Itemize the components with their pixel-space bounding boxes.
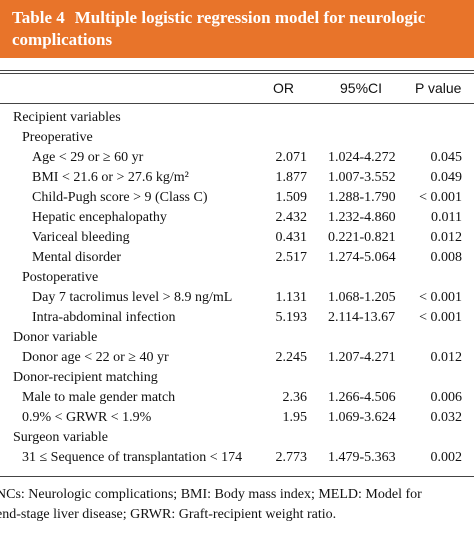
- p-value: 0.006: [430, 390, 463, 405]
- title-band: Table 4 Multiple logistic regression mode…: [0, 0, 474, 58]
- footnote-line: end-stage liver disease; GRWR: Graft-rec…: [0, 507, 337, 522]
- odds-ratio: 2.071: [275, 150, 308, 165]
- subsection-title: Postoperative: [22, 270, 99, 285]
- row-label: Variceal bleeding: [32, 230, 130, 245]
- row-label: Mental disorder: [32, 250, 122, 265]
- confidence-interval: 1.479-5.363: [328, 450, 396, 465]
- p-value: < 0.001: [419, 190, 462, 205]
- row-label: Age < 29 or ≥ 60 yr: [32, 150, 144, 165]
- header-rule: [0, 103, 474, 104]
- p-value: < 0.001: [419, 290, 462, 305]
- table-label: Table 4: [12, 8, 65, 27]
- odds-ratio: 1.95: [282, 410, 308, 425]
- p-value: 0.045: [430, 150, 463, 165]
- section-title: Donor variable: [13, 330, 98, 345]
- confidence-interval: 1.069-3.624: [328, 410, 396, 425]
- footnote-line: NCs: Neurologic complications; BMI: Body…: [0, 487, 422, 502]
- section-title: Donor-recipient matching: [13, 370, 158, 385]
- confidence-interval: 1.007-3.552: [328, 170, 396, 185]
- row-label: 0.9% < GRWR < 1.9%: [22, 410, 152, 425]
- row-label: Hepatic encephalopathy: [32, 210, 167, 225]
- p-value: 0.012: [430, 230, 463, 245]
- top-rule: [0, 73, 474, 74]
- section-title: Surgeon variable: [13, 430, 108, 445]
- odds-ratio: 2.773: [275, 450, 308, 465]
- p-value: 0.032: [430, 410, 463, 425]
- confidence-interval: 1.024-4.272: [328, 150, 396, 165]
- row-label: BMI < 21.6 or > 27.6 kg/m²: [32, 170, 189, 185]
- odds-ratio: 2.36: [282, 390, 308, 405]
- confidence-interval: 1.274-5.064: [328, 250, 396, 265]
- odds-ratio: 2.517: [275, 250, 308, 265]
- p-value: 0.008: [430, 250, 463, 265]
- p-value: 0.049: [430, 170, 463, 185]
- odds-ratio: 2.245: [275, 350, 308, 365]
- odds-ratio: 0.431: [275, 230, 308, 245]
- column-header: OR: [273, 80, 294, 96]
- column-header: P value: [415, 80, 462, 96]
- confidence-interval: 0.221-0.821: [328, 230, 396, 245]
- confidence-interval: 1.207-4.271: [328, 350, 396, 365]
- table-title-text: Multiple logistic regression model for n…: [12, 8, 426, 49]
- p-value: 0.011: [431, 210, 462, 225]
- row-label: Donor age < 22 or ≥ 40 yr: [22, 350, 169, 365]
- column-header: 95%CI: [340, 80, 383, 96]
- odds-ratio: 1.877: [275, 170, 308, 185]
- p-value: < 0.001: [419, 310, 462, 325]
- bottom-rule: [0, 476, 474, 477]
- odds-ratio: 2.432: [275, 210, 308, 225]
- p-value: 0.012: [430, 350, 463, 365]
- row-label: 31 ≤ Sequence of transplantation < 174: [22, 450, 243, 465]
- subsection-title: Preoperative: [22, 130, 93, 145]
- odds-ratio: 5.193: [275, 310, 308, 325]
- confidence-interval: 1.068-1.205: [328, 290, 396, 305]
- row-label: Day 7 tacrolimus level > 8.9 ng/mL: [32, 290, 233, 305]
- row-label: Child-Pugh score > 9 (Class C): [32, 190, 208, 205]
- section-title: Recipient variables: [13, 110, 121, 125]
- table-title: Table 4 Multiple logistic regression mode…: [12, 7, 467, 51]
- odds-ratio: 1.509: [275, 190, 308, 205]
- odds-ratio: 1.131: [275, 290, 308, 305]
- row-label: Intra-abdominal infection: [32, 310, 176, 325]
- confidence-interval: 1.232-4.860: [328, 210, 396, 225]
- p-value: 0.002: [430, 450, 463, 465]
- confidence-interval: 1.288-1.790: [328, 190, 396, 205]
- confidence-interval: 2.114-13.67: [328, 310, 396, 325]
- confidence-interval: 1.266-4.506: [328, 390, 396, 405]
- row-label: Male to male gender match: [22, 390, 176, 405]
- top-rule: [0, 70, 474, 71]
